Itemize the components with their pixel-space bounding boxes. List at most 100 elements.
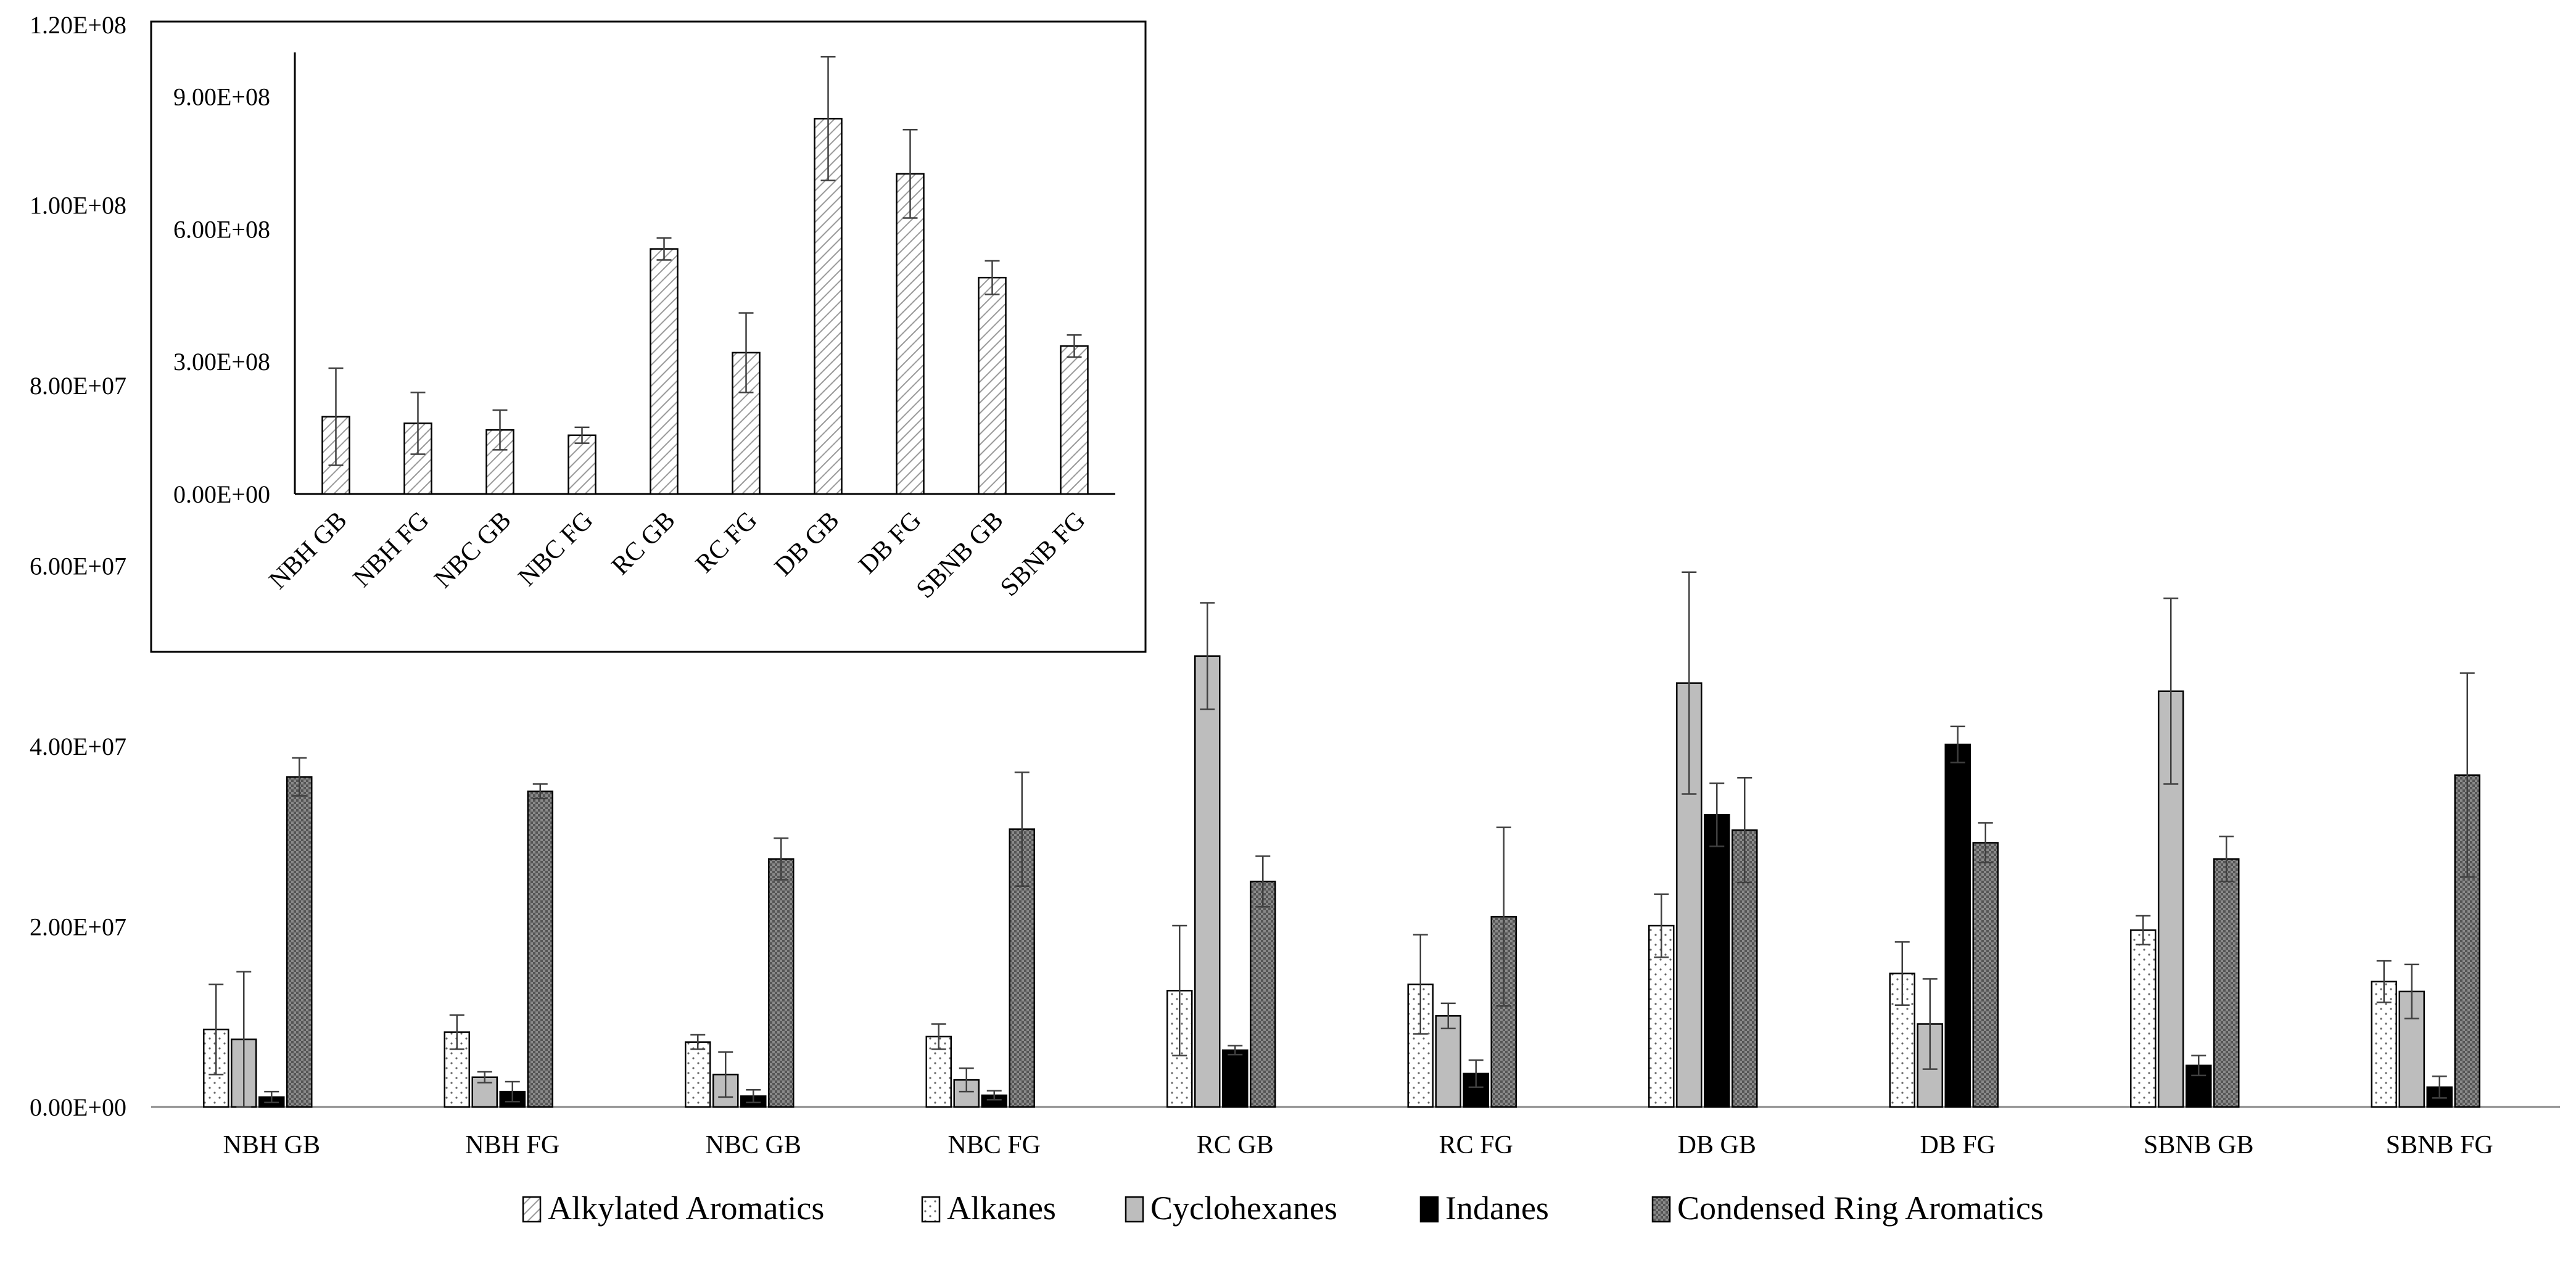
main-y-tick-label: 1.20E+08 [30,11,126,39]
error-bar-indanes-db-fg [1950,725,1965,763]
main-y-tick-label: 1.00E+08 [30,192,126,220]
inset-error-bar-nbh-gb [328,367,344,466]
inset-error-bar-db-gb [820,56,836,181]
inset-bar-db-fg [896,173,925,495]
error-bar-condensed-ring-aromatics-rc-gb [1255,855,1271,908]
bar-indanes-rc-gb [1222,1049,1249,1108]
error-bar-indanes-db-gb [1709,782,1725,847]
main-x-tick-label-db-fg: DB FG [1920,1131,1996,1159]
bar-condensed-ring-aromatics-sbnb-gb [2213,858,2240,1108]
error-bar-indanes-sbnb-fg [2432,1076,2447,1099]
inset-error-bar-sbnb-gb [985,260,1000,295]
bar-alkanes-sbnb-gb [2130,929,2157,1108]
error-bar-cyclohexanes-sbnb-gb [2163,597,2179,785]
legend-swatch-indanes [1419,1196,1439,1223]
legend-item-alkanes: Alkanes [921,1190,1056,1227]
error-bar-indanes-nbc-fg [986,1090,1002,1101]
error-bar-condensed-ring-aromatics-nbc-fg [1014,771,1030,887]
main-y-tick-label: 4.00E+07 [30,733,126,760]
error-bar-indanes-nbh-fg [505,1080,520,1103]
error-bar-cyclohexanes-rc-fg [1440,1002,1456,1030]
error-bar-alkanes-db-gb [1654,893,1669,958]
inset-error-bar-rc-fg [738,312,754,393]
legend-swatch-alkanes [921,1196,941,1223]
main-x-tick-label-nbc-fg: NBC FG [947,1131,1041,1159]
bar-condensed-ring-aromatics-nbh-gb [286,776,313,1108]
error-bar-indanes-rc-gb [1228,1045,1243,1056]
error-bar-condensed-ring-aromatics-rc-fg [1496,826,1511,1007]
bar-condensed-ring-aromatics-db-fg [1972,842,1999,1108]
error-bar-condensed-ring-aromatics-sbnb-gb [2219,836,2234,882]
error-bar-cyclohexanes-nbh-gb [236,971,252,1108]
inset-y-tick-label: 6.00E+08 [173,215,270,243]
inset-error-bar-nbc-gb [492,409,508,451]
error-bar-alkanes-db-fg [1894,941,1910,1006]
inset-bar-sbnb-fg [1060,345,1089,495]
inset-y-tick-label: 9.00E+08 [173,83,270,111]
error-bar-cyclohexanes-nbc-fg [959,1067,974,1093]
error-bar-cyclohexanes-nbh-fg [477,1071,492,1084]
legend-swatch-alkylated-aromatics [522,1196,542,1223]
error-bar-indanes-sbnb-gb [2191,1055,2207,1077]
bar-cyclohexanes-rc-fg [1435,1015,1461,1108]
error-bar-indanes-rc-fg [1468,1059,1484,1088]
legend-label-condensed-ring-aromatics: Condensed Ring Aromatics [1677,1190,2044,1227]
legend-label-cyclohexanes: Cyclohexanes [1150,1190,1337,1227]
legend-item-condensed-ring-aromatics: Condensed Ring Aromatics [1651,1190,2044,1227]
inset-error-bar-nbh-fg [410,392,426,455]
main-x-tick-label-db-gb: DB GB [1678,1131,1756,1159]
main-x-tick-label-nbh-gb: NBH GB [223,1131,320,1159]
error-bar-condensed-ring-aromatics-nbh-fg [532,783,548,800]
error-bar-alkanes-nbc-fg [931,1023,946,1050]
error-bar-cyclohexanes-sbnb-fg [2404,963,2419,1019]
legend: Alkylated Aromatics Alkanes Cyclohexanes In… [522,1190,2044,1227]
main-y-tick-label: 2.00E+07 [30,913,126,941]
main-y-tick-label: 0.00E+00 [30,1093,126,1121]
inset-error-bar-db-fg [902,129,918,219]
legend-swatch-condensed-ring-aromatics [1651,1196,1671,1223]
bar-cyclohexanes-rc-gb [1194,655,1221,1108]
main-x-tick-label-nbh-fg: NBH FG [465,1131,559,1159]
inset-error-bar-sbnb-fg [1067,334,1082,358]
inset-y-tick-label: 0.00E+00 [173,480,270,508]
main-chart: 0.00E+00 2.00E+07 4.00E+07 6.00E+07 8.00E+07… [30,11,2560,1159]
legend-item-alkylated-aromatics: Alkylated Aromatics [522,1190,824,1227]
bar-indanes-db-gb [1704,813,1730,1108]
error-bar-condensed-ring-aromatics-sbnb-fg [2459,672,2475,878]
main-x-tick-label-rc-gb: RC GB [1197,1131,1274,1159]
error-bar-alkanes-rc-fg [1413,934,1428,1035]
legend-label-alkanes: Alkanes [947,1190,1056,1227]
main-x-tick-label-sbnb-gb: SBNB GB [2144,1131,2254,1159]
error-bar-condensed-ring-aromatics-db-gb [1737,776,1752,884]
error-bar-cyclohexanes-rc-gb [1200,602,1215,710]
error-bar-cyclohexanes-nbc-gb [718,1051,733,1098]
error-bar-alkanes-nbh-fg [449,1014,464,1050]
legend-swatch-cyclohexanes [1125,1196,1144,1223]
error-bar-alkanes-rc-gb [1172,924,1187,1056]
error-bar-alkanes-nbc-gb [690,1034,706,1050]
inset-error-bar-nbc-fg [574,426,590,444]
legend-item-cyclohexanes: Cyclohexanes [1125,1190,1337,1227]
bar-indanes-db-fg [1944,743,1971,1108]
main-x-tick-label-sbnb-fg: SBNB FG [2386,1131,2493,1159]
error-bar-alkanes-nbh-gb [208,983,224,1076]
error-bar-alkanes-sbnb-gb [2136,915,2151,945]
error-bar-indanes-nbc-gb [746,1088,761,1103]
bar-condensed-ring-aromatics-nbh-fg [527,790,553,1108]
error-bar-condensed-ring-aromatics-db-fg [1978,822,1993,863]
legend-label-alkylated-aromatics: Alkylated Aromatics [548,1190,824,1227]
inset-y-tick-label: 3.00E+08 [173,348,270,376]
bar-condensed-ring-aromatics-nbc-gb [768,858,795,1108]
inset-bar-rc-gb [650,248,679,495]
main-x-tick-label-rc-fg: RC FG [1439,1131,1513,1159]
inset-error-bar-rc-gb [656,237,672,261]
legend-label-indanes: Indanes [1445,1190,1549,1227]
main-y-tick-label: 8.00E+07 [30,372,126,400]
error-bar-indanes-nbh-gb [264,1090,279,1103]
error-bar-condensed-ring-aromatics-nbc-gb [774,837,789,881]
bar-condensed-ring-aromatics-rc-gb [1250,881,1276,1108]
error-bar-cyclohexanes-db-fg [1922,978,1938,1070]
